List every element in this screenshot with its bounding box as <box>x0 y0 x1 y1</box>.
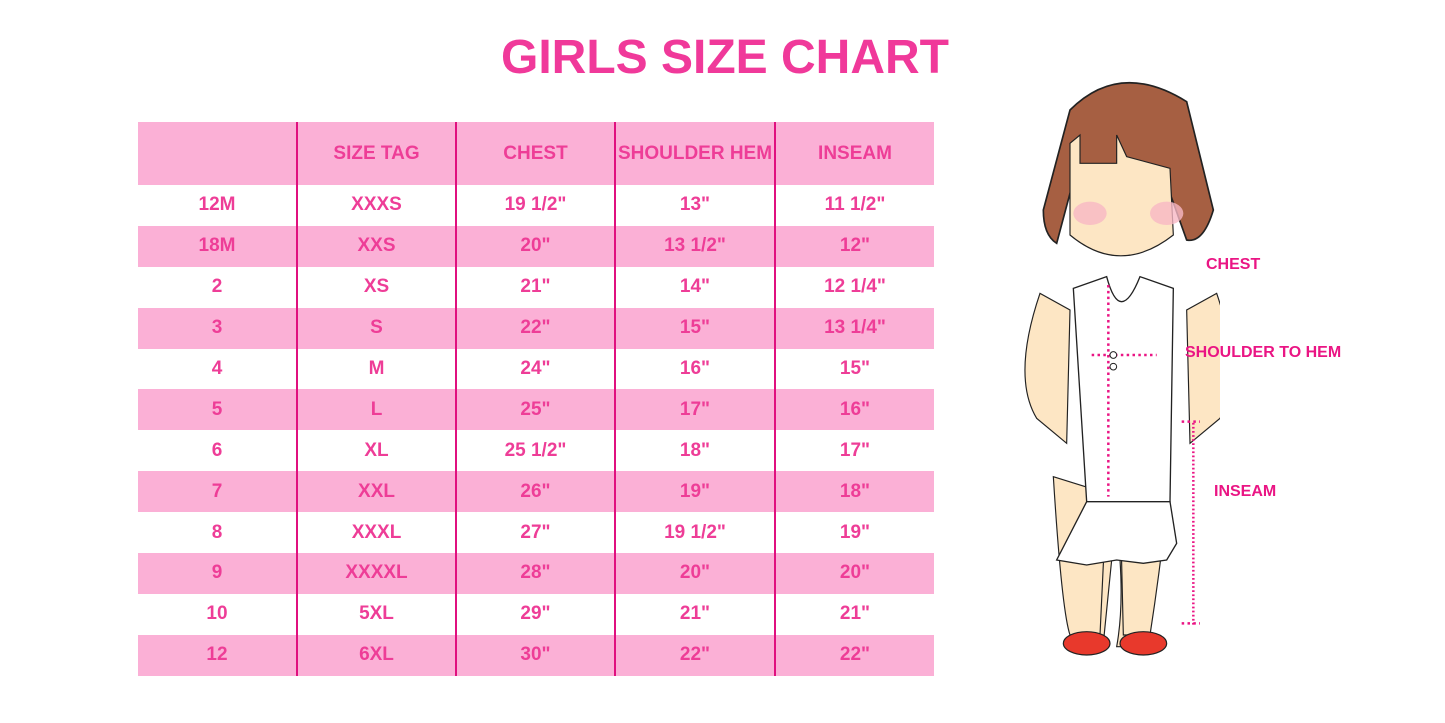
table-cell: 15" <box>774 348 934 390</box>
column-header: INSEAM <box>774 122 934 185</box>
table-row: 12M XXXS 19 1/2" 13" 11 1/2" <box>138 185 934 226</box>
table-cell: 15" <box>614 307 775 349</box>
table-cell: 21" <box>455 266 615 308</box>
table-row: 4 M 24" 16" 15" <box>138 348 934 390</box>
table-cell: 4 <box>211 358 223 379</box>
table-cell: 3 <box>138 307 297 349</box>
table-row: 10 5XL 29" 21" 21" <box>138 593 934 635</box>
table-cell: XXXL <box>296 512 456 554</box>
table-cell: 13 1/2" <box>614 225 775 267</box>
table-cell: 25" <box>455 389 615 431</box>
table-cell: L <box>296 389 456 431</box>
table-cell: 29" <box>455 593 615 635</box>
table-cell: 9 <box>138 553 297 594</box>
table-cell: 19 1/2" <box>455 185 615 226</box>
table-cell: XXXXL <box>296 553 456 594</box>
table-cell: XS <box>296 266 456 308</box>
table-cell: 24" <box>455 348 615 390</box>
table-row: 9 XXXXL 28" 20" 20" <box>138 553 934 594</box>
table-row: 18M XXS 20" 13 1/2" 12" <box>138 225 934 267</box>
table-cell: 22" <box>614 634 775 676</box>
table-cell: 19" <box>774 512 934 554</box>
table-cell: 21" <box>774 593 934 635</box>
table-cell: 14" <box>614 266 775 308</box>
table-row: 12 6XL 30" 22" 22" <box>138 634 934 676</box>
table-cell: 12 1/4" <box>774 266 934 308</box>
table-cell: 16" <box>774 389 934 431</box>
table-cell: 22" <box>774 634 934 676</box>
table-header-row: SIZE TAG CHEST SHOULDER HEM INSEAM <box>138 122 934 185</box>
table-cell: 19" <box>614 471 775 513</box>
table-cell: 26" <box>455 471 615 513</box>
table-cell: 6XL <box>296 634 456 676</box>
table-cell: 18M <box>138 225 297 267</box>
table-cell: XXXS <box>296 185 456 226</box>
size-chart-table: SIZE TAG CHEST SHOULDER HEM INSEAM 12M XXXS 1… <box>138 122 934 676</box>
table-cell: 16" <box>614 348 775 390</box>
table-cell: M <box>296 348 456 390</box>
table-cell: 21" <box>614 593 775 635</box>
table-cell: 6 <box>211 439 223 461</box>
table-row: 2 XS 21" 14" 12 1/4" <box>138 266 934 308</box>
table-cell: 25 1/2" <box>455 430 615 472</box>
girl-measurement-illustration <box>1024 82 1220 656</box>
table-cell: 27" <box>455 512 615 554</box>
column-header: SIZE TAG <box>296 122 456 185</box>
table-cell: 20" <box>774 553 934 594</box>
table-cell: 13" <box>614 185 775 226</box>
table-row: 6 XL 25 1/2" 18" 17" <box>138 430 934 472</box>
table-cell: 5 <box>138 389 297 431</box>
column-header: SHOULDER HEM <box>614 122 775 185</box>
table-cell: S <box>296 307 456 349</box>
table-cell: 2 <box>211 276 223 298</box>
inseam-label: INSEAM <box>1214 483 1277 500</box>
table-cell: 10 <box>206 603 228 625</box>
table-cell: 28" <box>455 553 615 594</box>
table-cell: 18" <box>614 430 775 472</box>
table-cell: 7 <box>138 471 297 513</box>
table-cell: 12M <box>198 194 236 216</box>
table-row: 3 S 22" 15" 13 1/4" <box>138 307 934 349</box>
column-header: CHEST <box>455 122 615 185</box>
table-cell: 12" <box>774 225 934 267</box>
table-cell: 17" <box>614 389 775 431</box>
table-cell: 18" <box>774 471 934 513</box>
chest-label: CHEST <box>1206 256 1261 273</box>
table-cell: 19 1/2" <box>614 512 775 554</box>
table-cell: 30" <box>455 634 615 676</box>
table-row: 7 XXL 26" 19" 18" <box>138 471 934 513</box>
table-cell: 12 <box>138 634 297 676</box>
column-header <box>138 122 297 185</box>
shoulder-to-hem-label: SHOULDER TO HEM <box>1185 344 1342 361</box>
table-row: 5 L 25" 17" 16" <box>138 389 934 431</box>
table-cell: 5XL <box>296 593 456 635</box>
table-cell: 13 1/4" <box>774 307 934 349</box>
table-cell: 20" <box>614 553 775 594</box>
table-cell: XXS <box>296 225 456 267</box>
table-row: 8 XXXL 27" 19 1/2" 19" <box>138 512 934 554</box>
page-title: GIRLS SIZE CHART <box>500 31 949 84</box>
table-cell: 17" <box>774 430 934 472</box>
table-cell: 8 <box>211 521 223 543</box>
table-cell: 20" <box>455 225 615 267</box>
table-cell: 22" <box>455 307 615 349</box>
table-cell: XXL <box>296 471 456 513</box>
table-cell: 11 1/2" <box>774 185 934 226</box>
table-cell: XL <box>296 430 456 472</box>
